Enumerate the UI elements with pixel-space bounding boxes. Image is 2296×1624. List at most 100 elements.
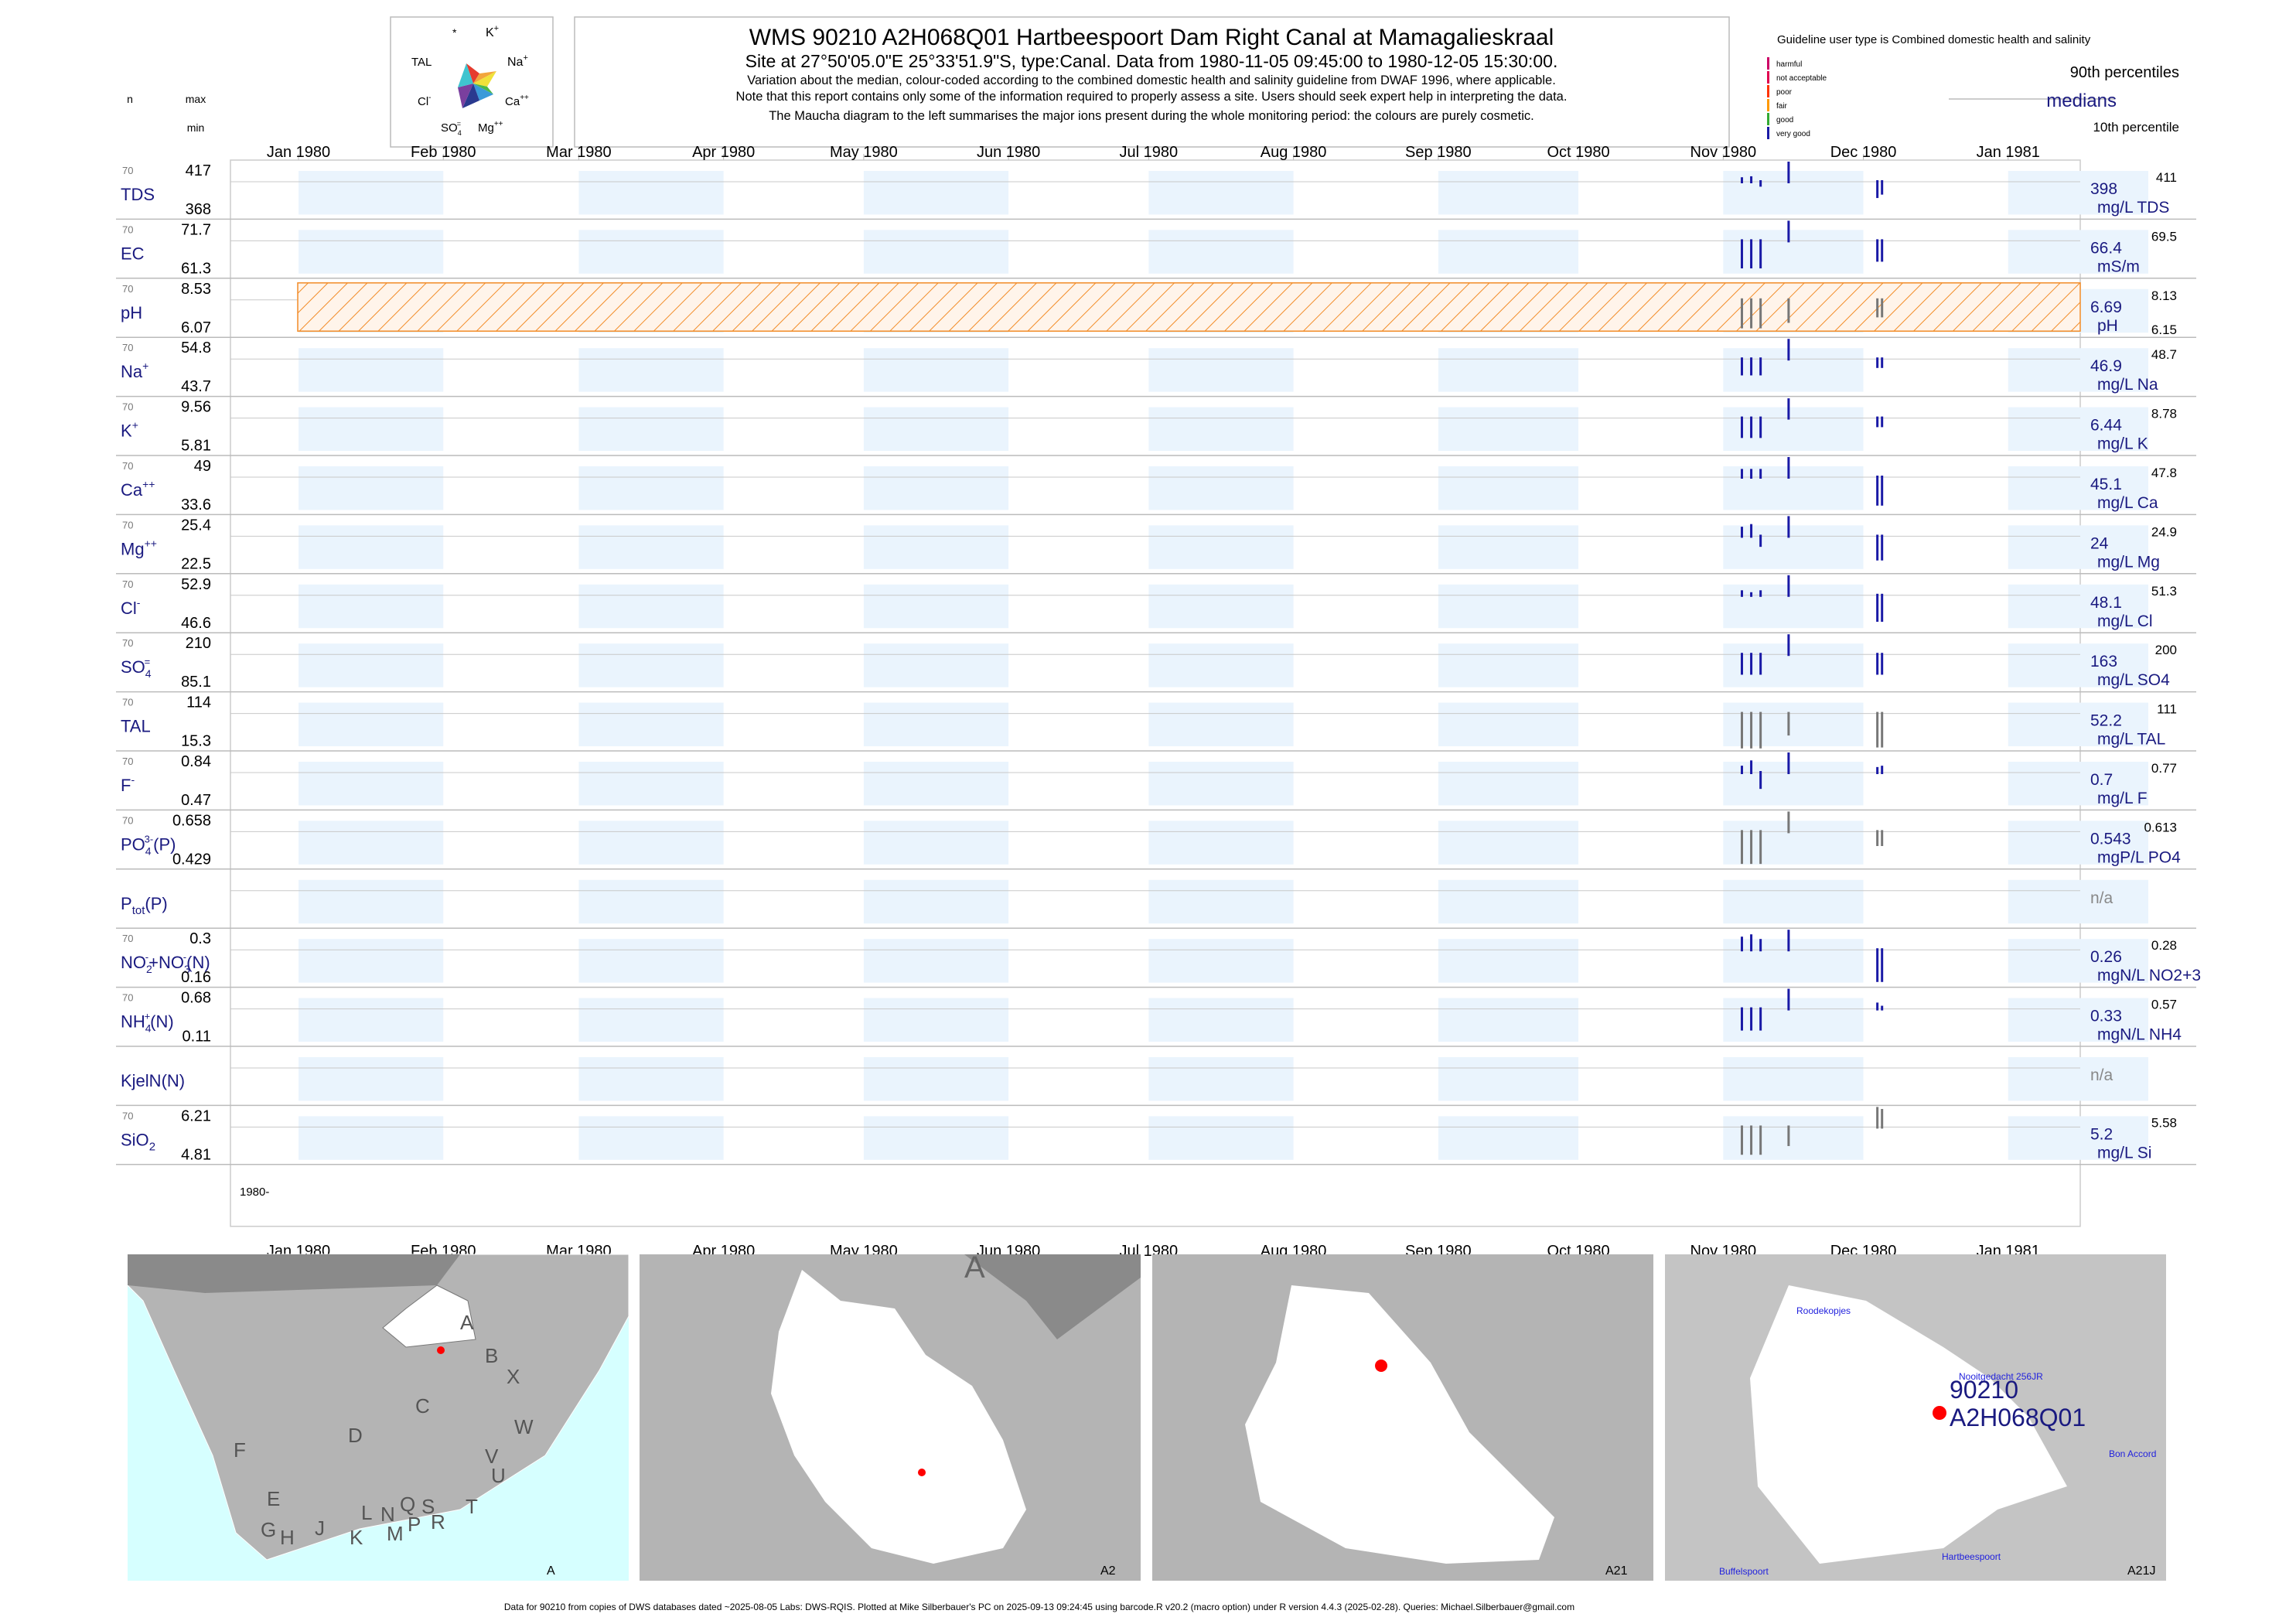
sample-bar bbox=[1787, 398, 1790, 420]
sample-bar bbox=[1759, 534, 1762, 548]
map-region-letter: W bbox=[514, 1415, 534, 1438]
param-label: pH bbox=[121, 303, 142, 322]
title-box: WMS 90210 A2H068Q01 Hartbeespoort Dam Ri… bbox=[574, 16, 1730, 148]
row-median: n/a bbox=[2090, 1066, 2113, 1084]
row-median: 45.1 bbox=[2090, 476, 2122, 493]
param-label: KjelN(N) bbox=[121, 1071, 185, 1090]
month-band bbox=[863, 230, 1009, 274]
row-max: 6.21 bbox=[181, 1107, 211, 1124]
row-median: 0.543 bbox=[2090, 830, 2131, 848]
sample-bar bbox=[1787, 634, 1790, 657]
legend: Guideline user type is Combined domestic… bbox=[1767, 33, 2179, 139]
row-unit: mg/L F bbox=[2097, 790, 2148, 807]
month-band bbox=[2008, 584, 2148, 629]
maucha-label-na: Na+ bbox=[507, 53, 528, 69]
sample-bar bbox=[1750, 357, 1753, 376]
legend-class-label: poor bbox=[1776, 88, 1793, 97]
row-max: 114 bbox=[186, 694, 211, 711]
month-band bbox=[863, 466, 1009, 510]
map-caption: A bbox=[547, 1564, 555, 1578]
sample-bar bbox=[1740, 469, 1743, 479]
sample-bar bbox=[1881, 1109, 1884, 1129]
sample-bar bbox=[1740, 298, 1743, 329]
row-max: 0.84 bbox=[181, 753, 211, 770]
sample-bar bbox=[1876, 239, 1879, 262]
sample-bar bbox=[1740, 239, 1743, 269]
month-band bbox=[863, 879, 1009, 924]
row-p90: 0.57 bbox=[2151, 998, 2177, 1012]
month-band bbox=[2008, 998, 2148, 1042]
month-band bbox=[578, 939, 724, 983]
param-label: EC bbox=[121, 244, 145, 263]
map-caption: A2 bbox=[1100, 1564, 1116, 1578]
row-unit: mgN/L NO2+3 bbox=[2097, 967, 2201, 984]
row-min: 15.3 bbox=[181, 733, 211, 750]
legend-swatch bbox=[1767, 127, 1769, 139]
row-median: 52.2 bbox=[2090, 712, 2122, 730]
month-label-top: Oct 1980 bbox=[1547, 144, 1609, 161]
month-band bbox=[863, 821, 1009, 865]
map-region-letter: T bbox=[466, 1495, 478, 1518]
sample-bar bbox=[1740, 830, 1743, 865]
map-region-letter: C bbox=[415, 1394, 430, 1418]
month-band bbox=[1148, 466, 1294, 510]
month-band bbox=[1148, 348, 1294, 392]
month-label-top: Dec 1980 bbox=[1830, 144, 1897, 161]
month-band bbox=[299, 998, 444, 1042]
row-min: 4.81 bbox=[181, 1146, 211, 1163]
sample-bar bbox=[1881, 830, 1884, 846]
sample-bar bbox=[1881, 476, 1884, 506]
legend-swatch bbox=[1767, 71, 1769, 84]
month-band bbox=[1148, 821, 1294, 865]
month-band bbox=[1723, 939, 1864, 983]
row-unit: mgP/L PO4 bbox=[2097, 848, 2181, 866]
legend-guideline-text: Guideline user type is Combined domestic… bbox=[1777, 33, 2091, 46]
row-median: 163 bbox=[2090, 653, 2117, 670]
sample-bar bbox=[1740, 527, 1743, 538]
map-neighbour bbox=[964, 1254, 1141, 1339]
row-n: 70 bbox=[122, 637, 133, 649]
row-unit: mS/m bbox=[2097, 258, 2140, 275]
sample-bar bbox=[1787, 811, 1790, 834]
map-catchment bbox=[1245, 1285, 1554, 1564]
month-band bbox=[1148, 525, 1294, 569]
month-band bbox=[299, 762, 444, 806]
map-region-letter: H bbox=[280, 1526, 295, 1549]
month-band bbox=[578, 643, 724, 687]
maucha-label-ca: Ca++ bbox=[505, 94, 529, 108]
legend-class-label: very good bbox=[1776, 130, 1810, 138]
sample-bar bbox=[1759, 357, 1762, 376]
month-band bbox=[1148, 879, 1294, 924]
row-median: 66.4 bbox=[2090, 239, 2122, 257]
guideline-band bbox=[297, 282, 2081, 332]
month-band bbox=[1723, 230, 1864, 274]
month-band bbox=[2008, 643, 2148, 687]
row-n: 70 bbox=[122, 460, 133, 472]
month-band bbox=[578, 998, 724, 1042]
row-n: 70 bbox=[122, 933, 133, 944]
row-max: 9.56 bbox=[181, 399, 211, 416]
row-Ptot: Ptot(P) n/a bbox=[116, 889, 2196, 929]
sample-bar bbox=[1876, 476, 1879, 506]
month-band bbox=[863, 407, 1009, 451]
month-band bbox=[299, 1116, 444, 1160]
report-note-2: Note that this report contains only some… bbox=[736, 90, 1568, 104]
row-Na: Na+ 70 54.8 43.7 46.9mg/L Na 48.7 bbox=[116, 339, 2196, 397]
param-label: Na+ bbox=[121, 360, 148, 381]
month-band bbox=[1723, 998, 1864, 1042]
month-band bbox=[863, 762, 1009, 806]
report-title: WMS 90210 A2H068Q01 Hartbeespoort Dam Ri… bbox=[749, 25, 1554, 50]
month-band bbox=[1148, 171, 1294, 215]
sample-bar bbox=[1759, 590, 1762, 597]
row-max: 71.7 bbox=[181, 221, 211, 238]
row-median: n/a bbox=[2090, 889, 2113, 907]
sample-bar bbox=[1759, 771, 1762, 790]
sample-bar bbox=[1740, 357, 1743, 376]
row-median: 0.26 bbox=[2090, 948, 2122, 966]
map-a2: A A2 bbox=[640, 1250, 1141, 1581]
sample-bar bbox=[1876, 766, 1879, 774]
sample-bar bbox=[1759, 469, 1762, 479]
